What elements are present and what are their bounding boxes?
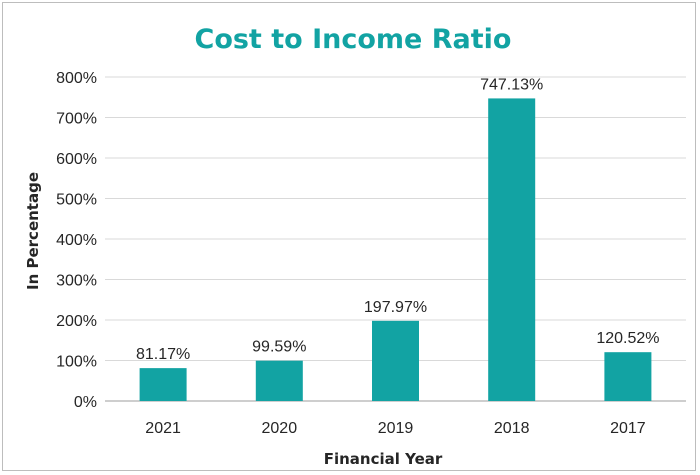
chart-canvas: Cost to Income Ratio 0% 100% 200% 300% 400% 5… — [24, 24, 686, 468]
data-label: 99.59% — [252, 339, 306, 356]
y-tick-label: 500% — [56, 192, 97, 209]
chart-title: Cost to Income Ratio — [195, 24, 512, 55]
bar-2021 — [139, 368, 187, 401]
x-tick-label: 2018 — [494, 420, 530, 437]
y-axis-title: In Percentage — [24, 172, 42, 290]
grid-lines — [105, 76, 686, 402]
x-axis-ticks: 2021 2020 2019 2018 2017 — [145, 420, 645, 437]
bar-2019 — [372, 320, 419, 401]
x-tick-label: 2019 — [378, 420, 414, 437]
bars — [139, 98, 652, 401]
y-tick-label: 100% — [56, 354, 97, 371]
y-tick-label: 700% — [56, 111, 97, 128]
y-tick-label: 600% — [56, 151, 97, 168]
data-label: 81.17% — [136, 346, 190, 363]
bar-2020 — [255, 360, 303, 401]
x-tick-label: 2021 — [145, 420, 181, 437]
y-tick-label: 0% — [74, 394, 97, 411]
data-label: 197.97% — [364, 299, 427, 316]
x-tick-label: 2017 — [610, 420, 646, 437]
data-label: 747.13% — [480, 76, 543, 93]
y-tick-label: 300% — [56, 273, 97, 290]
data-label: 120.52% — [596, 330, 659, 347]
chart-frame: Cost to Income Ratio 0% 100% 200% 300% 400% 5… — [2, 2, 696, 471]
y-tick-label: 800% — [56, 70, 97, 87]
y-tick-label: 200% — [56, 313, 97, 330]
data-labels: 81.17% 99.59% 197.97% 747.13% 120.52% — [136, 76, 660, 363]
x-tick-label: 2020 — [262, 420, 298, 437]
y-axis-ticks: 0% 100% 200% 300% 400% 500% 600% 700% 800% — [56, 70, 97, 411]
bar-2017 — [604, 352, 652, 401]
x-axis-title: Financial Year — [324, 450, 443, 468]
y-tick-label: 400% — [56, 232, 97, 249]
bar-2018 — [488, 98, 536, 401]
